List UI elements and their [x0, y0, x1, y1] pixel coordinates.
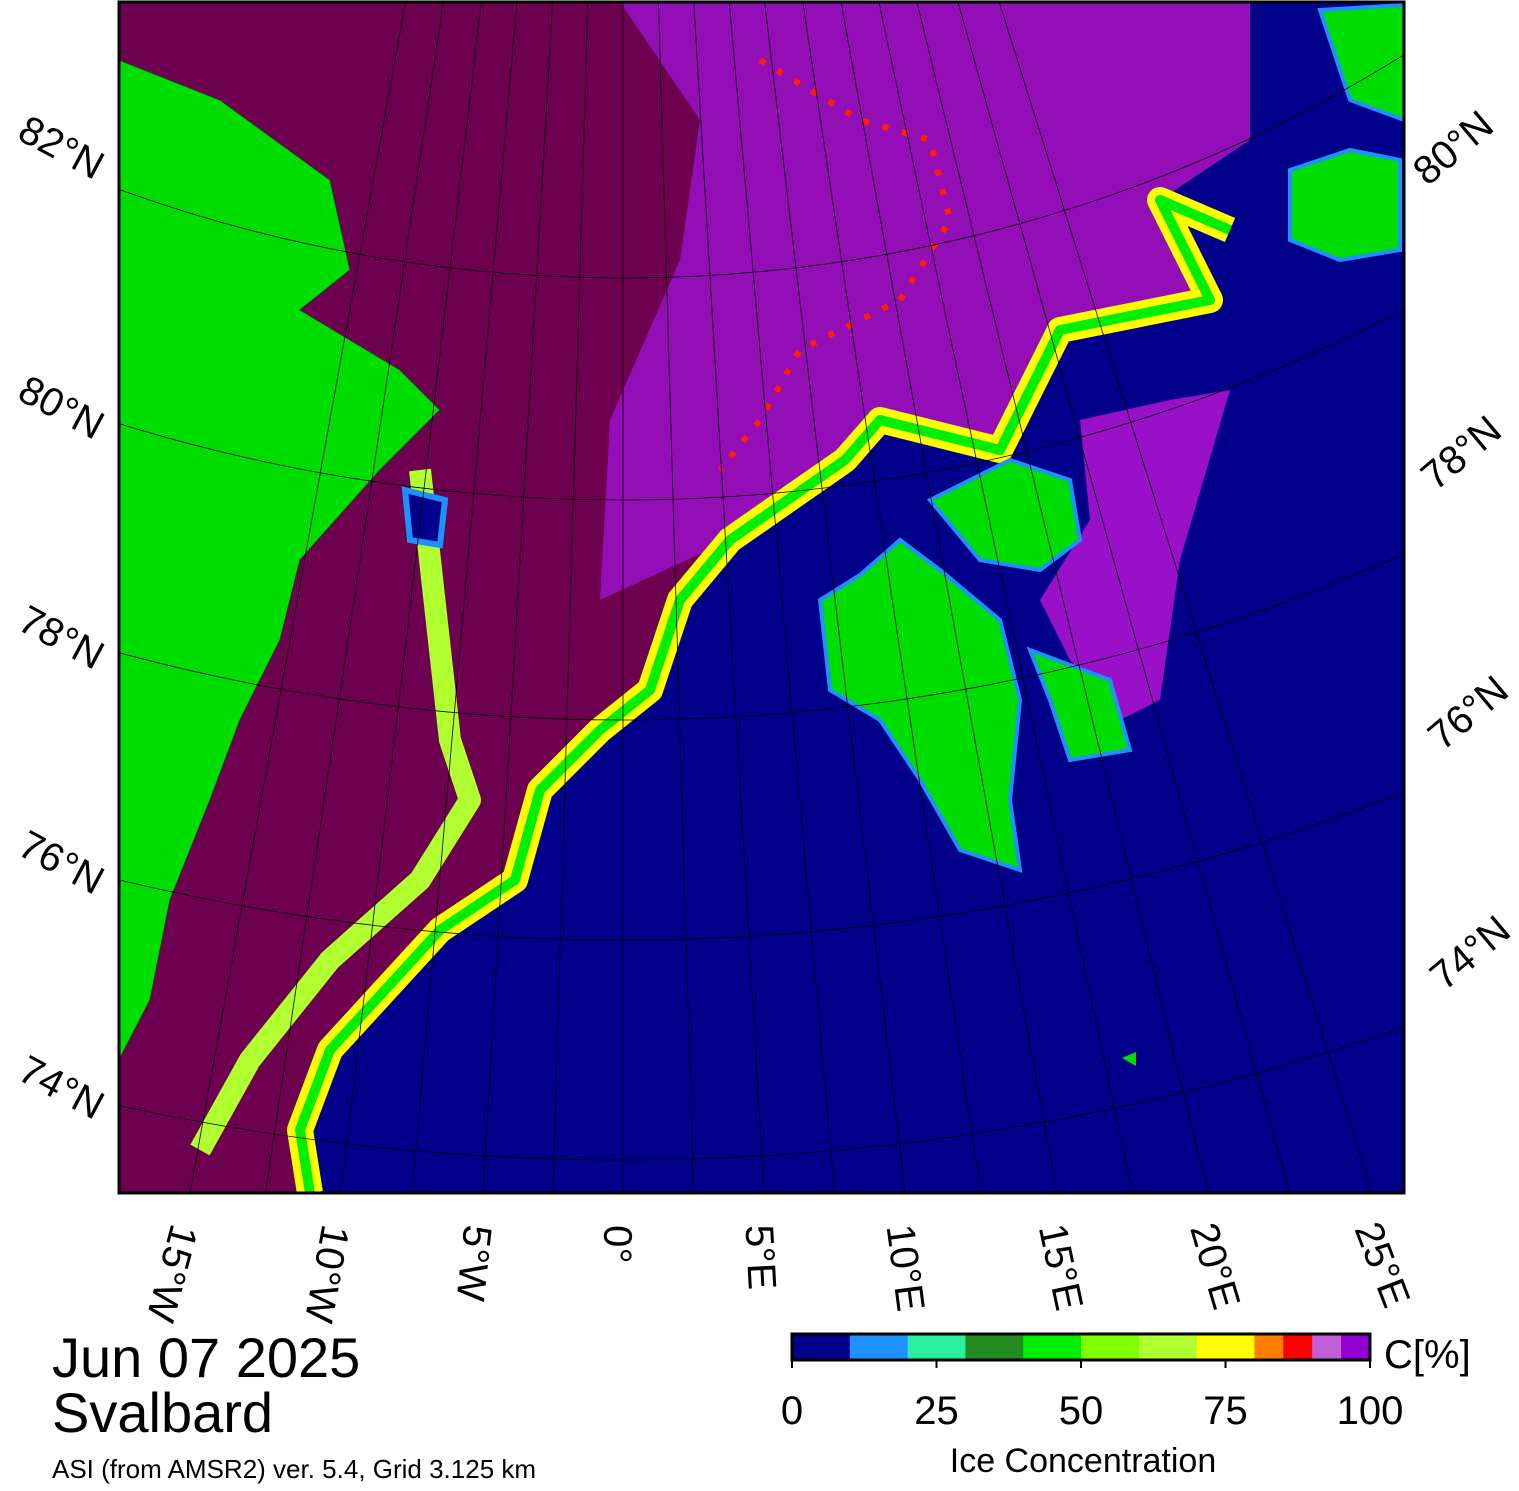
colorbar-segment — [994, 1334, 1024, 1360]
meridian-line — [411, 2, 518, 1193]
colorbar-segment — [820, 1334, 851, 1360]
franz-josef-north — [1317, 2, 1404, 123]
source: ASI (from AMSR2) ver. 5.4, Grid 3.125 km — [52, 1454, 536, 1484]
longitude-label: 20°E — [1181, 1218, 1248, 1314]
colorbar-segment — [936, 1334, 966, 1360]
edgeoya — [1026, 646, 1133, 763]
colorbar-tick-label: 25 — [914, 1389, 959, 1433]
franz-josef-land — [1288, 147, 1402, 263]
meridian-line — [552, 2, 589, 1193]
longitude-label: 15°W — [138, 1220, 206, 1327]
broken-ice-east — [1040, 390, 1230, 720]
scattered-red — [717, 57, 954, 472]
ice-edge-green — [295, 195, 1232, 1193]
colorbar-segment — [965, 1334, 995, 1360]
latitude-label: 80°N — [11, 367, 111, 448]
latitude-label: 80°N — [1405, 103, 1502, 194]
colorbar-unit: C[%] — [1384, 1333, 1471, 1377]
colorbar-title: Ice Concentration — [950, 1442, 1217, 1480]
colorbar-segment — [1167, 1334, 1198, 1360]
colorbar-segment — [1341, 1334, 1371, 1360]
colorbar-tick-label: 100 — [1337, 1389, 1404, 1433]
colorbar-segment — [792, 1334, 822, 1360]
latitude-label: 74°N — [11, 1047, 111, 1128]
latitude-label: 82°N — [11, 107, 111, 188]
meridian-line — [728, 2, 835, 1193]
colorbar-segment — [1052, 1334, 1082, 1360]
colorbar-segment — [1023, 1334, 1053, 1360]
meridian-line — [482, 2, 554, 1193]
colorbar-segment — [1312, 1334, 1342, 1360]
meridian-line — [189, 2, 406, 1193]
meridian-line — [802, 2, 982, 1193]
region: Svalbard — [52, 1381, 273, 1444]
longitude-label: 5°E — [736, 1224, 783, 1291]
colorbar-segment — [1196, 1334, 1226, 1360]
longitude-label: 5°W — [448, 1223, 500, 1303]
nordaustlandet — [926, 457, 1083, 573]
latitude-label: 76°N — [11, 822, 111, 903]
meridian-line — [916, 2, 1209, 1193]
meridian-line — [658, 2, 694, 1193]
colorbar-segment — [849, 1334, 880, 1360]
meridian-line — [764, 2, 906, 1193]
colorbar-segment — [878, 1334, 909, 1360]
longitude-label: 15°E — [1030, 1220, 1091, 1314]
latitude-label: 74°N — [1422, 908, 1519, 999]
meridian-line — [878, 2, 1133, 1193]
meridian-line — [840, 2, 1058, 1193]
polynya — [401, 486, 449, 549]
graticule — [119, 2, 1404, 1193]
inner-ice-band — [190, 468, 481, 1156]
spitsbergen — [817, 537, 1023, 873]
longitude-label: 10°W — [296, 1221, 357, 1326]
longitude-label: 25°E — [1346, 1216, 1418, 1313]
meridian-line — [998, 2, 1373, 1193]
colorbar-segment — [1081, 1334, 1111, 1360]
longitude-label: 0° — [594, 1224, 639, 1263]
colorbar-segment — [907, 1334, 937, 1360]
colorbar-segment — [1138, 1334, 1169, 1360]
latitude-label: 78°N — [11, 597, 111, 678]
colorbar-segment — [1225, 1334, 1255, 1360]
colorbar-segment — [1109, 1334, 1140, 1360]
map-area — [119, 2, 1404, 1193]
colorbar-tick-label: 75 — [1203, 1389, 1248, 1433]
map-frame — [117, 0, 1406, 1195]
colorbar: 0 25 50 75 100 — [781, 1332, 1404, 1433]
meridian-line — [265, 2, 444, 1193]
broken-ice — [600, 2, 1250, 600]
latitude-label: 78°N — [1413, 408, 1510, 499]
greenland — [119, 59, 441, 1061]
colorbar-segment — [1254, 1334, 1284, 1360]
colorbar-tick-label: 50 — [1059, 1389, 1104, 1433]
colorbar-tick-label: 0 — [781, 1389, 803, 1433]
bear-island — [1122, 1052, 1136, 1066]
meridian-line — [957, 2, 1291, 1193]
latitude-label: 76°N — [1420, 668, 1517, 759]
meridian-line — [693, 2, 765, 1193]
longitude-label: 10°E — [878, 1222, 933, 1314]
colorbar-segment — [1283, 1334, 1313, 1360]
meridian-line — [340, 2, 482, 1193]
date: Jun 07 2025 — [52, 1326, 360, 1389]
